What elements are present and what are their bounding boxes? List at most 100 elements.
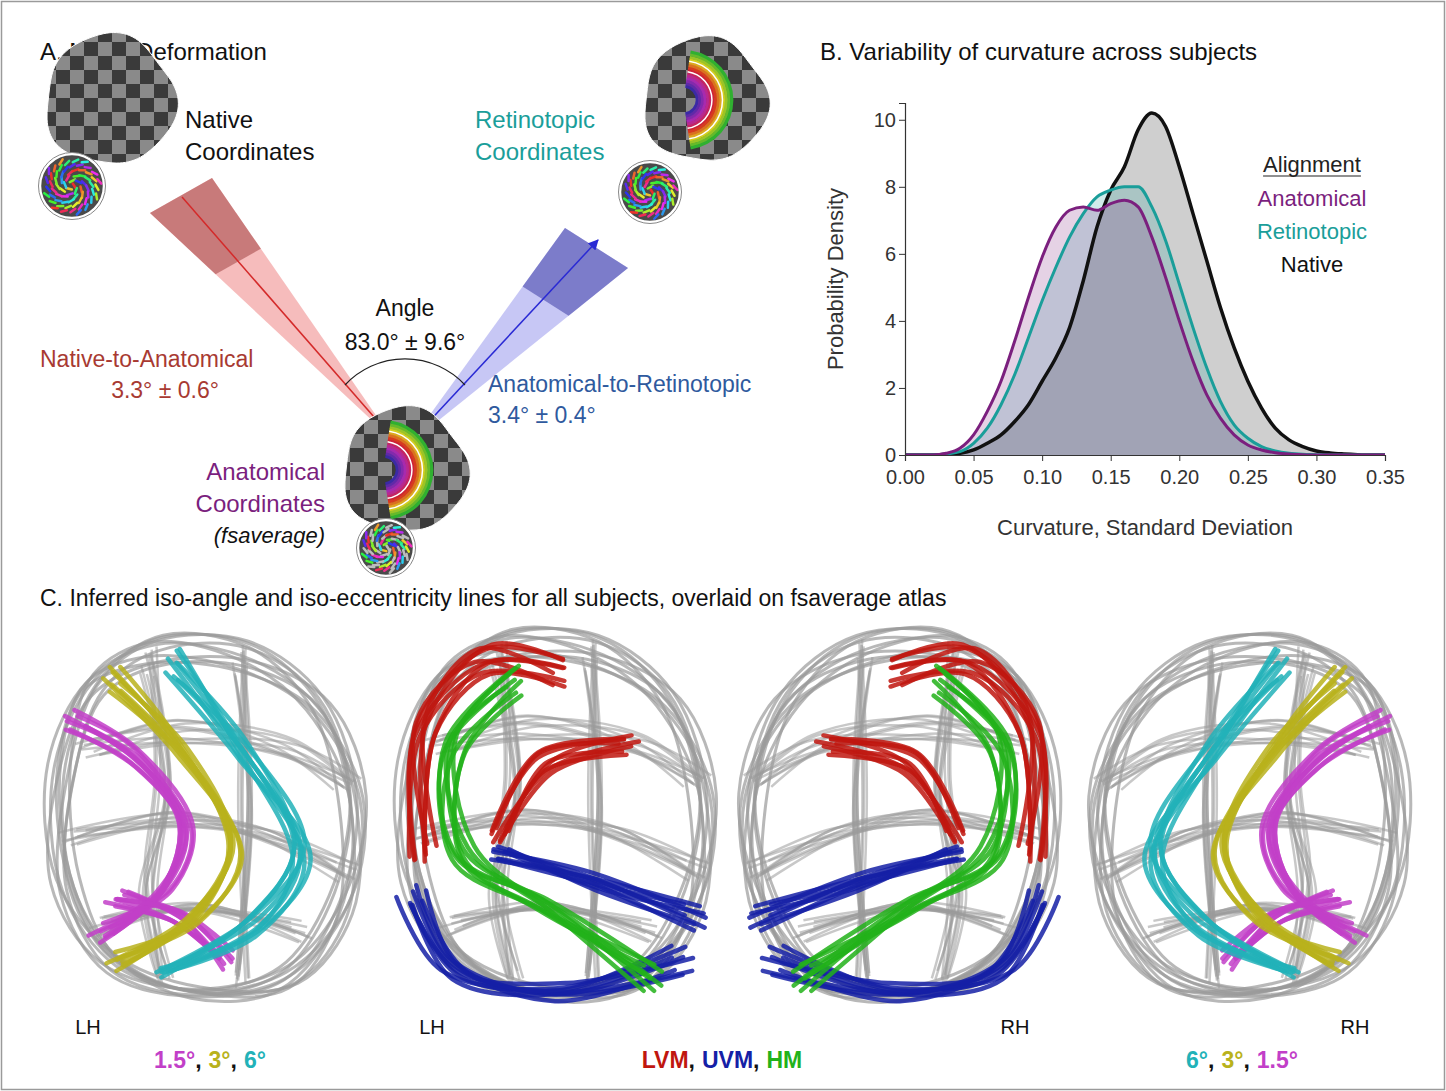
inset-stroke bbox=[363, 540, 365, 546]
node-label: Anatomical bbox=[206, 458, 325, 485]
hemisphere-label: RH bbox=[1001, 1016, 1030, 1038]
inset-stroke bbox=[86, 172, 92, 174]
inset-stroke bbox=[50, 201, 56, 203]
inset-stroke bbox=[643, 169, 647, 173]
tick-mark bbox=[974, 455, 975, 461]
inset-stroke bbox=[77, 210, 81, 214]
subject-isoline bbox=[448, 666, 654, 991]
inset-stroke bbox=[662, 184, 667, 187]
tick-label: 2 bbox=[885, 377, 896, 399]
tick-label: 0.10 bbox=[1023, 466, 1062, 488]
inset-stroke bbox=[61, 210, 67, 212]
inset-stroke bbox=[379, 544, 381, 550]
inset-stroke bbox=[56, 194, 62, 196]
inset-stroke bbox=[52, 189, 56, 193]
inset-stroke bbox=[663, 197, 666, 203]
panel-b: B. Variability of curvature across subje… bbox=[820, 38, 1405, 540]
inset-stroke bbox=[654, 214, 658, 218]
inset-stroke bbox=[629, 206, 635, 208]
edge-label: Native-to-Anatomical bbox=[40, 346, 253, 372]
wedge-end bbox=[150, 178, 261, 274]
inset-map bbox=[39, 153, 106, 220]
retinotopic-band bbox=[385, 420, 433, 519]
inset-stroke bbox=[76, 181, 81, 184]
tick-label: 0.35 bbox=[1366, 466, 1405, 488]
edge-value: 3.3° ± 0.6° bbox=[111, 377, 219, 403]
brain-surface bbox=[345, 406, 470, 531]
inset-stroke bbox=[86, 185, 89, 190]
inset-stroke bbox=[629, 188, 632, 193]
inset-stroke bbox=[390, 568, 394, 572]
inset-stroke bbox=[79, 204, 82, 209]
subject-isoline bbox=[454, 696, 643, 966]
inset-stroke bbox=[97, 179, 101, 183]
subject-isoline bbox=[493, 742, 639, 843]
legend-title: Alignment bbox=[1263, 152, 1361, 177]
subject-isoline bbox=[1154, 663, 1285, 966]
inset-map bbox=[357, 519, 416, 578]
subject-outline bbox=[1100, 634, 1404, 994]
inset-stroke bbox=[644, 210, 650, 212]
inset-stroke bbox=[61, 172, 63, 178]
edge-label: Anatomical-to-Retinotopic bbox=[488, 371, 751, 397]
subject-isoline bbox=[749, 852, 961, 918]
inset-ring bbox=[40, 154, 104, 218]
inset-stroke bbox=[653, 194, 655, 200]
inset-stroke bbox=[401, 557, 404, 563]
inset-stroke bbox=[668, 179, 673, 182]
legend-entry: 3° bbox=[209, 1047, 231, 1073]
atlas-plot bbox=[738, 627, 1060, 1002]
inset-stroke bbox=[640, 214, 646, 216]
axis-title: Probability Density bbox=[823, 188, 848, 370]
axis-line bbox=[906, 456, 1386, 462]
subject-isoline bbox=[161, 663, 294, 977]
brain-map bbox=[39, 33, 179, 220]
inset-stroke bbox=[82, 161, 88, 164]
inset-stroke bbox=[673, 186, 677, 190]
inset-stroke bbox=[634, 205, 640, 206]
brain-surface bbox=[645, 36, 770, 161]
tick-label: 0.05 bbox=[955, 466, 994, 488]
subject-isoline bbox=[439, 668, 661, 985]
inset-stroke bbox=[371, 560, 377, 561]
subject-outline bbox=[755, 656, 1041, 991]
inset-stroke bbox=[662, 173, 668, 176]
inset-stroke bbox=[69, 199, 74, 202]
density-line bbox=[905, 187, 1385, 455]
inset-stroke bbox=[397, 540, 402, 543]
brain-outline bbox=[645, 36, 770, 161]
density-area bbox=[905, 113, 1385, 455]
inset-stroke bbox=[362, 554, 367, 558]
inset-stroke bbox=[79, 169, 85, 172]
subject-isoline bbox=[811, 696, 1000, 966]
legend-separator: , bbox=[1243, 1047, 1249, 1073]
inset-stroke bbox=[375, 525, 378, 530]
subject-isoline bbox=[805, 687, 1009, 978]
inset-stroke bbox=[56, 200, 62, 201]
density-line bbox=[905, 113, 1385, 455]
tick: 0.20 bbox=[1160, 455, 1199, 488]
inset-stroke bbox=[407, 554, 408, 560]
hemisphere-label: LH bbox=[75, 1016, 101, 1038]
inset-stroke bbox=[381, 554, 387, 556]
subject-isoline bbox=[902, 661, 1042, 844]
subject-outline bbox=[1105, 661, 1391, 990]
inset-stroke bbox=[379, 531, 383, 536]
inset-stroke bbox=[380, 565, 386, 567]
inset-stroke bbox=[75, 188, 77, 194]
subject-isoline bbox=[1160, 663, 1293, 977]
inset-stroke bbox=[364, 548, 368, 553]
atlas-plot bbox=[44, 633, 366, 1002]
inset-stroke bbox=[407, 542, 411, 546]
iso-line bbox=[689, 61, 723, 140]
inset-stroke bbox=[50, 195, 55, 198]
inset-stroke bbox=[73, 203, 77, 207]
inset-stroke bbox=[64, 182, 66, 188]
inset-stroke bbox=[384, 529, 389, 532]
inset-stroke bbox=[384, 567, 389, 570]
inset-stroke bbox=[92, 172, 97, 175]
inset-stroke bbox=[50, 181, 53, 186]
inset-stroke bbox=[376, 569, 382, 571]
legend: LVM,UVM,HM bbox=[642, 1047, 803, 1073]
inset-stroke bbox=[403, 536, 408, 539]
